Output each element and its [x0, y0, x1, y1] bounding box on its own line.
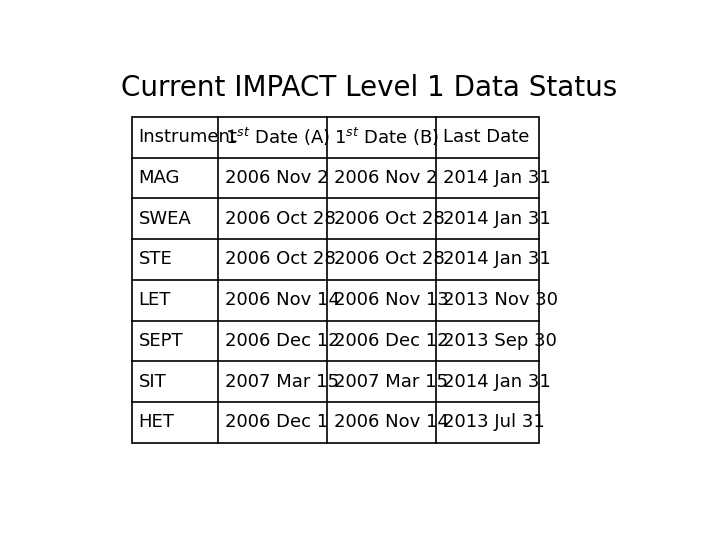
Text: 2013 Sep 30: 2013 Sep 30: [443, 332, 557, 350]
Text: 1$^{st}$ Date (A): 1$^{st}$ Date (A): [225, 126, 330, 148]
Text: 2007 Mar 15: 2007 Mar 15: [225, 373, 339, 390]
Text: 2006 Nov 2: 2006 Nov 2: [334, 169, 437, 187]
Text: Current IMPACT Level 1 Data Status: Current IMPACT Level 1 Data Status: [121, 73, 617, 102]
Text: STE: STE: [138, 251, 172, 268]
Text: 2014 Jan 31: 2014 Jan 31: [443, 169, 550, 187]
Text: 1$^{st}$ Date (B): 1$^{st}$ Date (B): [334, 126, 438, 148]
Text: 2014 Jan 31: 2014 Jan 31: [443, 251, 550, 268]
Text: Last Date: Last Date: [443, 128, 529, 146]
Text: 2013 Jul 31: 2013 Jul 31: [443, 414, 544, 431]
Text: 2006 Dec 12: 2006 Dec 12: [334, 332, 449, 350]
Text: SWEA: SWEA: [138, 210, 192, 228]
Text: 2006 Nov 14: 2006 Nov 14: [334, 414, 449, 431]
Text: 2006 Nov 13: 2006 Nov 13: [334, 291, 449, 309]
Text: SIT: SIT: [138, 373, 166, 390]
Text: SEPT: SEPT: [138, 332, 183, 350]
Text: LET: LET: [138, 291, 171, 309]
Text: 2006 Oct 28: 2006 Oct 28: [225, 210, 336, 228]
Text: 2014 Jan 31: 2014 Jan 31: [443, 210, 550, 228]
Text: 2014 Jan 31: 2014 Jan 31: [443, 373, 550, 390]
Text: 2006 Dec 12: 2006 Dec 12: [225, 332, 340, 350]
Text: 2006 Dec 1: 2006 Dec 1: [225, 414, 328, 431]
Text: 2013 Nov 30: 2013 Nov 30: [443, 291, 558, 309]
Text: Instrument: Instrument: [138, 128, 238, 146]
Text: MAG: MAG: [138, 169, 180, 187]
Text: 2006 Oct 28: 2006 Oct 28: [334, 210, 444, 228]
Text: 2006 Nov 2: 2006 Nov 2: [225, 169, 328, 187]
Text: 2007 Mar 15: 2007 Mar 15: [334, 373, 448, 390]
Text: 2006 Nov 14: 2006 Nov 14: [225, 291, 340, 309]
Text: 2006 Oct 28: 2006 Oct 28: [225, 251, 336, 268]
Text: HET: HET: [138, 414, 174, 431]
Text: 2006 Oct 28: 2006 Oct 28: [334, 251, 444, 268]
